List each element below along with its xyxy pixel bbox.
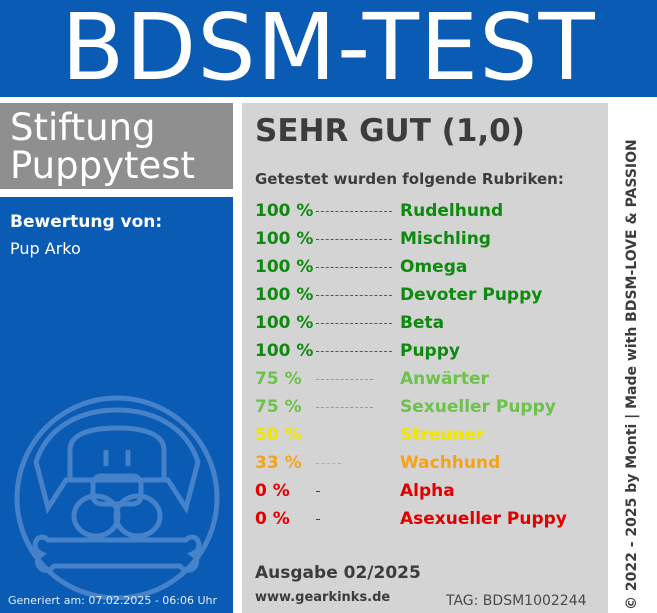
category-name: Asexueller Puppy	[400, 509, 567, 529]
category-percent: 100 %	[255, 313, 314, 333]
category-row: 33 % Wachhund	[255, 451, 605, 475]
category-row: 100 % Omega	[255, 255, 605, 279]
generated-timestamp: Generiert am: 07.02.2025 - 06:06 Uhr	[8, 594, 218, 607]
category-name: Puppy	[400, 341, 460, 361]
category-bar	[316, 267, 392, 268]
category-row: 100 % Puppy	[255, 339, 605, 363]
category-bar	[316, 295, 392, 296]
category-bar	[316, 491, 320, 492]
category-bar	[316, 211, 392, 212]
category-percent: 75 %	[255, 397, 302, 417]
category-row: 100 % Rudelhund	[255, 199, 605, 223]
category-percent: 33 %	[255, 453, 302, 473]
category-row: 100 % Devoter Puppy	[255, 283, 605, 307]
category-bar	[316, 519, 320, 520]
badge-line-2: Puppytest	[10, 144, 196, 187]
category-percent: 100 %	[255, 201, 314, 221]
result-panel	[242, 103, 608, 613]
dog-bone-icon	[14, 395, 220, 600]
category-percent: 100 %	[255, 285, 314, 305]
category-percent: 75 %	[255, 369, 302, 389]
category-name: Sexueller Puppy	[400, 397, 556, 417]
category-bar	[316, 323, 392, 324]
category-name: Omega	[400, 257, 468, 277]
category-name: Beta	[400, 313, 445, 333]
category-name: Devoter Puppy	[400, 285, 543, 305]
category-name: Anwärter	[400, 369, 489, 389]
category-bar	[316, 239, 392, 240]
category-percent: 50 %	[255, 425, 302, 445]
category-row: 100 % Mischling	[255, 227, 605, 251]
category-bar	[316, 463, 341, 464]
edition-label: Ausgabe 02/2025	[255, 563, 421, 583]
categories-subtitle: Getestet wurden folgende Rubriken:	[255, 170, 564, 188]
category-bar	[316, 435, 354, 436]
category-name: Rudelhund	[400, 201, 504, 221]
category-percent: 100 %	[255, 257, 314, 277]
review-label: Bewertung von:	[10, 212, 163, 232]
category-name: Streuner	[400, 425, 485, 445]
category-percent: 0 %	[255, 481, 290, 501]
category-percent: 0 %	[255, 509, 290, 529]
category-bar	[316, 407, 373, 408]
reviewer-name: Pup Arko	[10, 239, 81, 258]
category-percent: 100 %	[255, 229, 314, 249]
left-panel	[0, 197, 233, 613]
rating-headline: SEHR GUT (1,0)	[255, 113, 525, 149]
category-bar	[316, 379, 373, 380]
copyright-vertical: © 2022 - 2025 by Monti | Made with BDSM-…	[624, 139, 640, 610]
test-tag: TAG: BDSM1002244	[446, 593, 587, 609]
category-row: 75 % Anwärter	[255, 367, 605, 391]
category-row: 0 % Asexueller Puppy	[255, 507, 605, 531]
category-row: 50 % Streuner	[255, 423, 605, 447]
website-link[interactable]: www.gearkinks.de	[255, 590, 391, 605]
badge-line-1: Stiftung	[10, 106, 156, 149]
category-row: 0 % Alpha	[255, 479, 605, 503]
stiftung-badge: Stiftung Puppytest	[0, 103, 233, 189]
category-name: Alpha	[400, 481, 455, 501]
page-title: BDSM-TEST	[61, 0, 596, 101]
header-bar: BDSM-TEST	[0, 0, 657, 101]
category-row: 100 % Beta	[255, 311, 605, 335]
category-name: Wachhund	[400, 453, 501, 473]
category-name: Mischling	[400, 229, 491, 249]
category-bar	[316, 351, 392, 352]
category-row: 75 % Sexueller Puppy	[255, 395, 605, 419]
category-percent: 100 %	[255, 341, 314, 361]
